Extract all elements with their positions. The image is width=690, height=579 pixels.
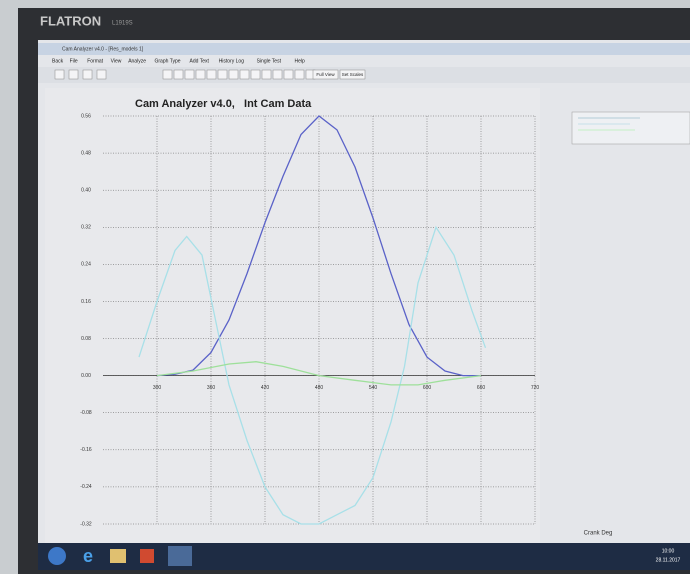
tool-icon (228, 69, 239, 80)
x-tick-label: 660 (477, 385, 486, 391)
x-tick-label: 420 (261, 385, 270, 391)
menu-bar: Back File Format View Analyze Graph Type Add T… (52, 58, 305, 64)
browser-icon[interactable]: e (83, 546, 93, 566)
tool-icon (206, 69, 217, 80)
tool-icon (184, 69, 195, 80)
clock-time: 10:00 (662, 548, 675, 554)
tool-icon (68, 69, 79, 80)
tool-icon (82, 69, 93, 80)
menu-item[interactable]: Help (295, 58, 306, 64)
x-axis-label: Crank Deg (584, 531, 613, 537)
y-tick-label: 0.16 (81, 299, 91, 305)
y-tick-label: 0.48 (81, 150, 91, 156)
x-tick-label: 360 (207, 385, 216, 391)
chart-title: Cam Analyzer v4.0, Int Cam Data (135, 98, 312, 110)
tool-icon (283, 69, 294, 80)
y-tick-label: 0.32 (81, 225, 91, 231)
y-tick-label: -0.16 (80, 447, 92, 453)
menu-item[interactable]: View (111, 58, 122, 64)
y-tick-label: 0.00 (81, 373, 91, 379)
plot-panel (45, 88, 540, 543)
tool-icon (162, 69, 173, 80)
tool-button-label: Set Scales (342, 72, 364, 77)
x-tick-label: 300 (153, 385, 162, 391)
x-tick-label: 480 (315, 385, 324, 391)
menu-item[interactable]: Graph Type (155, 58, 181, 64)
x-tick-label: 720 (531, 385, 540, 391)
menu-item[interactable]: History Log (219, 58, 245, 64)
tool-button-label: Full View (316, 72, 335, 77)
menu-item[interactable]: Format (87, 58, 103, 64)
tool-icon (54, 69, 65, 80)
y-tick-label: 0.40 (81, 188, 91, 194)
y-tick-label: 0.56 (81, 113, 91, 119)
tool-icon (96, 69, 107, 80)
start-button[interactable] (48, 547, 66, 565)
menu-item[interactable]: File (70, 58, 78, 64)
window-title: Cam Analyzer v4.0 - [Res_models 1] (62, 46, 144, 52)
tool-icon (261, 69, 272, 80)
media-icon[interactable] (140, 549, 154, 563)
x-tick-label: 600 (423, 385, 432, 391)
model: L1919S (112, 21, 133, 27)
menu-item[interactable]: Analyze (128, 58, 146, 64)
y-tick-label: -0.32 (80, 521, 92, 527)
folder-icon[interactable] (110, 549, 126, 563)
menu-item[interactable]: Add Text (190, 58, 210, 64)
series-line (138, 225, 487, 525)
y-tick-label: -0.24 (80, 484, 92, 490)
clock-date: 28.11.2017 (656, 557, 681, 563)
app-icon[interactable] (168, 546, 192, 566)
x-tick-label: 540 (369, 385, 378, 391)
tool-button[interactable] (312, 69, 339, 80)
y-tick-label: 0.24 (81, 262, 91, 268)
taskbar (38, 543, 690, 570)
tool-icon (250, 69, 261, 80)
tool-icon (217, 69, 228, 80)
series-line (156, 115, 481, 377)
menu-item[interactable]: Single Test (257, 58, 282, 64)
menu-item[interactable]: Back (52, 58, 64, 64)
y-tick-label: 0.08 (81, 336, 91, 342)
tool-button[interactable] (339, 69, 366, 80)
legend-box (571, 111, 690, 145)
tool-icon (173, 69, 184, 80)
tool-icon (195, 69, 206, 80)
toolbar-buttons: Full View Set Scales (54, 69, 366, 80)
brand: FLATRON (40, 13, 101, 28)
tool-icon (294, 69, 305, 80)
tool-icon (239, 69, 250, 80)
title-bar (38, 43, 690, 55)
chart: Cam Analyzer v4.0, Int Cam Data 0.56 0.48 0… (80, 98, 612, 537)
tool-icon (272, 69, 283, 80)
series-line (156, 361, 482, 386)
y-tick-label: -0.08 (80, 410, 92, 416)
